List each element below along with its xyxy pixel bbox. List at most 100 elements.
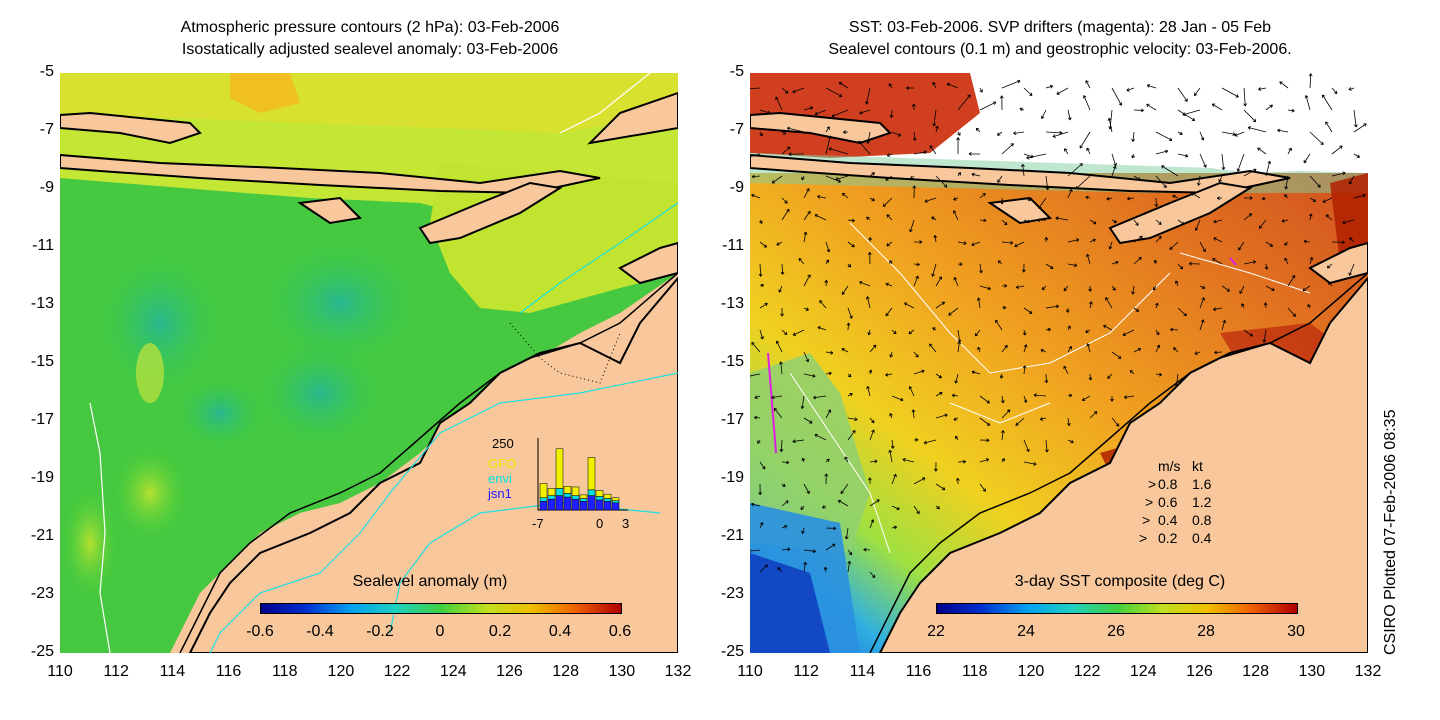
histogram-x-tick: 0 [596, 516, 604, 531]
velocity-arrow [838, 81, 849, 89]
velocity-arrow [999, 373, 1004, 379]
velocity-arrow [803, 549, 816, 554]
velocity-arrow [979, 263, 983, 274]
right-y-tick: -9 [729, 179, 744, 196]
sst-map [750, 73, 1368, 653]
velocity-arrow [847, 393, 853, 397]
velocity-kt-value: 0.8 [1192, 512, 1212, 528]
velocity-arrow [1023, 87, 1033, 97]
velocity-arrow [759, 109, 771, 115]
velocity-arrow [754, 415, 761, 420]
velocity-arrow [1133, 108, 1144, 113]
velocity-arrow [1021, 163, 1025, 177]
velocity-arrow [1111, 351, 1122, 359]
velocity-arrow [823, 566, 828, 573]
right-map-panel: m/s kt >0.8 1.6 >0.6 1.2 >0.4 0.8 >0.2 0.4 3-da… [750, 73, 1368, 653]
velocity-arrow [1349, 237, 1355, 243]
velocity-arrow [803, 561, 807, 573]
velocity-arrow [841, 285, 849, 295]
velocity-arrow [1218, 175, 1223, 183]
velocity-arrow [1067, 325, 1071, 331]
velocity-arrow [1348, 87, 1355, 91]
velocity-arrow [957, 262, 963, 267]
velocity-arrow [886, 241, 893, 247]
velocity-arrow [979, 87, 983, 93]
velocity-arrow [1243, 168, 1257, 177]
velocity-arrow [1155, 235, 1162, 243]
histogram-bar-blue [547, 498, 556, 511]
velocity-arrow [1331, 171, 1346, 177]
velocity-arrow [1221, 153, 1226, 170]
velocity-arrow [1021, 263, 1026, 273]
velocity-arrow [792, 87, 805, 94]
left-y-tick: -15 [30, 353, 54, 370]
velocity-arrow [759, 131, 763, 137]
histogram-bar-yellow [579, 494, 588, 499]
left-colorbar-tick: 0 [435, 623, 445, 640]
velocity-arrow [869, 571, 876, 579]
velocity-arrow [759, 283, 765, 288]
velocity-arrow [1082, 95, 1091, 111]
velocity-arrow [1213, 237, 1223, 243]
velocity-arrow [1199, 285, 1206, 290]
velocity-ms-value: 0.8 [1158, 476, 1178, 492]
velocity-arrow [781, 87, 789, 94]
velocity-arrow [1155, 329, 1160, 336]
left-x-tick: 112 [103, 663, 129, 680]
velocity-arrow [828, 147, 849, 155]
velocity-arrow [1088, 285, 1093, 292]
velocity-arrow [847, 417, 858, 422]
velocity-arrow [1262, 329, 1267, 343]
velocity-arrow [885, 282, 893, 287]
velocity-arrow [868, 369, 873, 375]
velocity-arrow [979, 438, 990, 443]
velocity-arrow [999, 95, 1004, 111]
histogram-bar-yellow [571, 486, 580, 496]
velocity-arrow [1089, 411, 1098, 419]
sealevel-anomaly-map [60, 73, 678, 653]
velocity-arrow [1103, 324, 1113, 331]
velocity-arrow [759, 329, 764, 340]
velocity-arrow [751, 193, 761, 199]
velocity-arrow [1196, 175, 1201, 186]
left-x-tick: 110 [47, 663, 73, 680]
velocity-arrow [1089, 301, 1093, 309]
right-x-tick: 124 [1129, 663, 1157, 680]
histogram-bar-blue [539, 501, 548, 511]
velocity-arrow [906, 86, 915, 90]
velocity-arrow [837, 499, 849, 507]
velocity-arrow [781, 525, 788, 529]
velocity-arrow [800, 505, 805, 510]
velocity-arrow [1067, 163, 1083, 177]
velocity-arrow [1067, 188, 1073, 199]
velocity-arrow [759, 522, 764, 529]
velocity-arrow [803, 483, 810, 494]
velocity-arrow [1111, 165, 1117, 177]
velocity-arrow [1243, 196, 1253, 200]
velocity-arrow [847, 307, 853, 319]
velocity-arrow [825, 350, 834, 355]
velocity-ms-value: 0.6 [1158, 494, 1178, 510]
velocity-arrow [1026, 153, 1047, 160]
velocity-kt-value: 1.6 [1192, 476, 1212, 492]
velocity-arrow [869, 197, 875, 202]
left-x-tick: 122 [383, 663, 411, 680]
velocity-arrow [1308, 73, 1313, 89]
velocity-arrow [1177, 153, 1189, 158]
velocity-arrow [1131, 131, 1136, 142]
velocity-arrow [825, 458, 830, 463]
left-colorbar-tick: 0.4 [548, 623, 572, 640]
velocity-arrow [1036, 218, 1047, 223]
histogram-bar-blue [587, 495, 596, 511]
right-x-tick: 110 [737, 663, 763, 680]
velocity-arrow [1177, 219, 1185, 226]
histogram-bar-blue [555, 495, 564, 511]
velocity-arrow [825, 241, 831, 253]
velocity-arrow [817, 195, 827, 199]
velocity-arrow [1353, 109, 1358, 128]
velocity-arrow [971, 370, 981, 375]
left-x-tick: 114 [159, 663, 186, 680]
velocity-arrow [890, 439, 895, 449]
velocity-arrow [948, 307, 959, 316]
histogram-legend-item: envi [488, 471, 512, 486]
